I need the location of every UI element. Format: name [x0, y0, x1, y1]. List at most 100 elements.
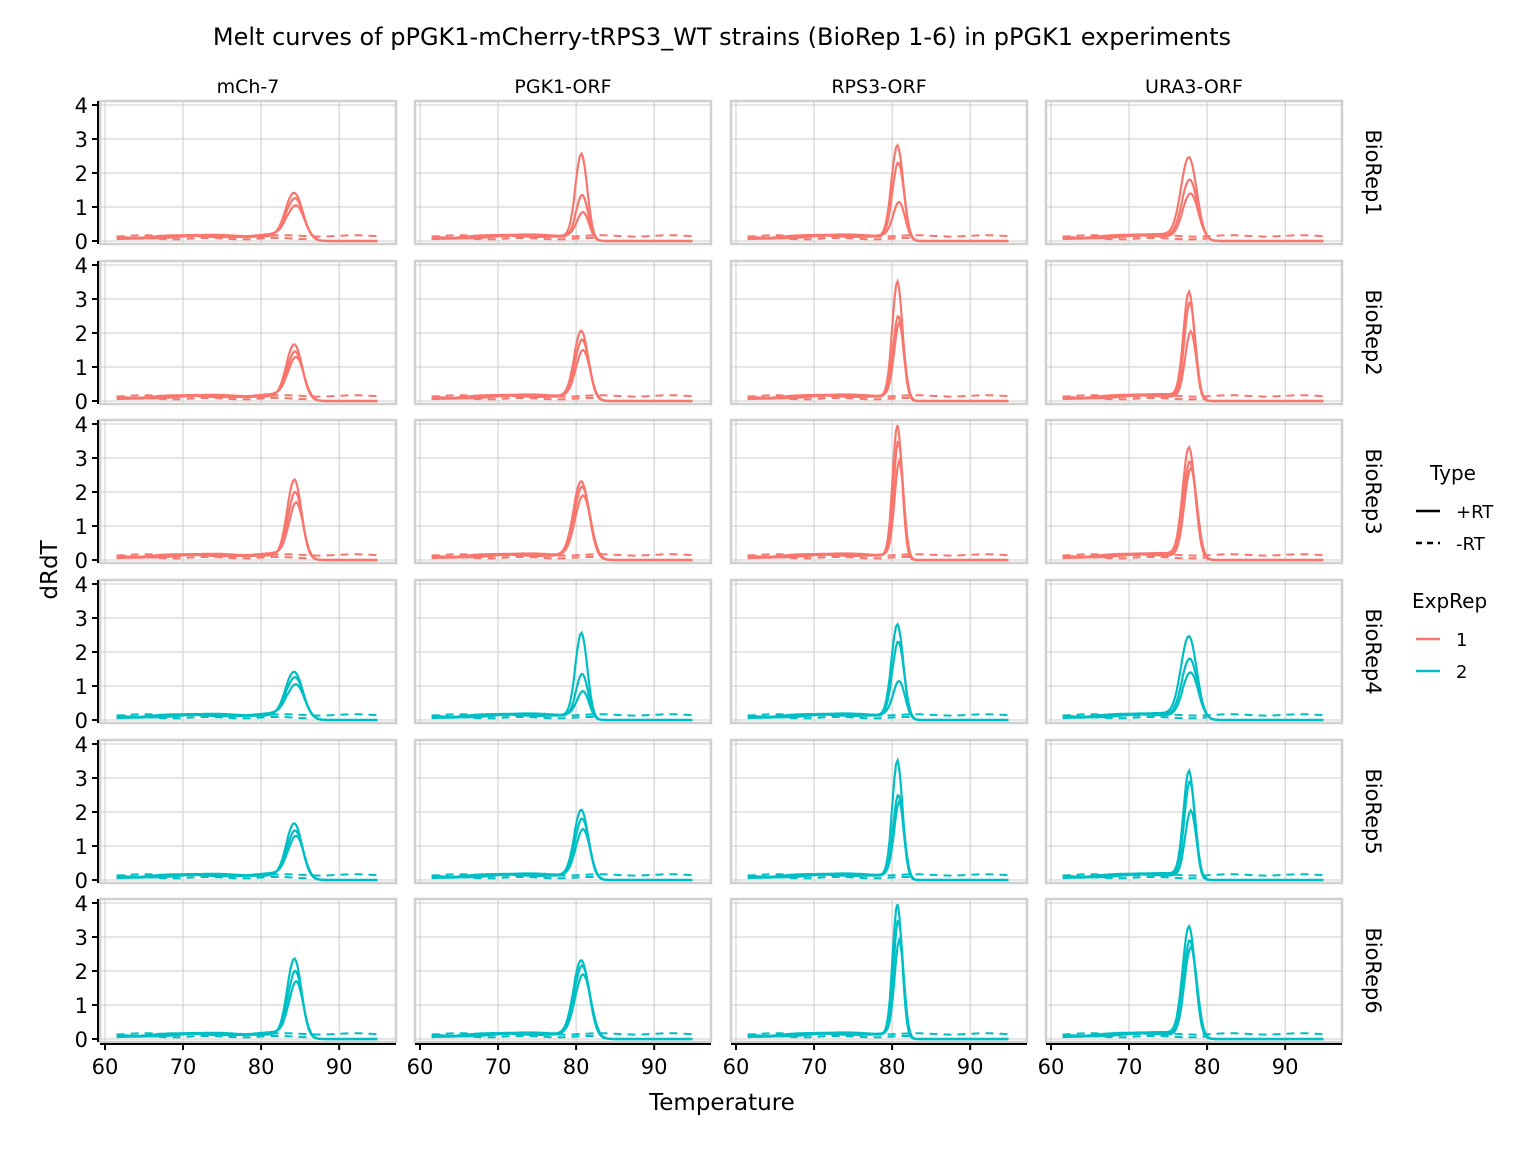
facet-panel	[1044, 418, 1344, 565]
panel-border	[413, 259, 713, 406]
plus-rt-curve	[116, 500, 378, 562]
facet-col-label: mCh-7	[217, 76, 280, 98]
y-tick-label: 0	[75, 549, 88, 573]
plus-rt-curve	[116, 196, 378, 243]
plus-rt-curve	[431, 808, 693, 882]
facet-panel: 0 1 2 3 4	[75, 254, 398, 414]
panel-border	[1044, 738, 1344, 885]
facet-panel	[729, 738, 1029, 885]
plus-rt-curve	[1062, 301, 1324, 403]
x-tick-label: 90	[326, 1055, 353, 1079]
plus-rt-curve	[116, 675, 378, 722]
y-tick-label: 4	[75, 892, 88, 916]
minus-rt-curve	[747, 396, 916, 401]
facet-panel: 0 1 2 3 4	[75, 94, 398, 254]
facet-row-label: BioRep2	[1361, 289, 1385, 375]
plus-rt-curve	[747, 314, 1009, 403]
facet-row-label: BioRep1	[1361, 129, 1385, 215]
plus-rt-curve	[431, 479, 693, 562]
y-tick-label: 3	[75, 926, 88, 950]
x-tick-label: 90	[957, 1055, 984, 1079]
facet-panel: 60 70 80 90	[407, 897, 713, 1079]
panel-border	[98, 418, 398, 565]
panel-border	[1044, 259, 1344, 406]
y-tick-label: 2	[75, 322, 88, 346]
legend-type-label-minus-rt: -RT	[1456, 534, 1486, 555]
plus-rt-curve	[116, 683, 378, 722]
y-tick-label: 2	[75, 162, 88, 186]
facet-row-label: BioRep3	[1361, 448, 1385, 534]
y-tick-label: 4	[75, 733, 88, 757]
x-tick-label: 60	[1038, 1055, 1065, 1079]
facet-panel	[729, 578, 1029, 725]
y-tick-label: 0	[75, 869, 88, 893]
minus-rt-curve	[747, 555, 916, 560]
minus-rt-curve	[747, 236, 916, 241]
plus-rt-curve	[431, 973, 693, 1041]
y-tick-label: 2	[75, 641, 88, 665]
plus-rt-curve	[1062, 923, 1324, 1041]
panel-border	[1044, 578, 1344, 725]
facet-panel: 0 1 2 3 4	[75, 573, 398, 733]
plus-rt-curve	[116, 350, 378, 403]
plus-rt-curve	[116, 204, 378, 243]
facet-panel: 0 1 2 3 4 60 70 80 90	[75, 892, 398, 1079]
plus-rt-curve	[747, 457, 1009, 562]
plus-rt-curve	[1062, 944, 1324, 1041]
plus-rt-curve	[116, 834, 378, 882]
panel-border	[98, 738, 398, 885]
plus-rt-curve	[747, 320, 1009, 403]
plus-rt-curve	[1062, 657, 1324, 722]
plus-rt-curve	[431, 494, 693, 562]
panel-border	[413, 738, 713, 885]
y-tick-label: 4	[75, 94, 88, 118]
x-tick-label: 70	[170, 1055, 197, 1079]
x-tick-label: 70	[485, 1055, 512, 1079]
panel-border	[413, 418, 713, 565]
legend-exprep-label-1: 1	[1456, 630, 1467, 651]
facet-panel	[413, 99, 713, 246]
plus-rt-curve	[116, 355, 378, 403]
x-tick-label: 80	[1194, 1055, 1221, 1079]
plus-rt-curve	[431, 151, 693, 243]
facet-panel	[1044, 259, 1344, 406]
x-tick-label: 90	[1272, 1055, 1299, 1079]
minus-rt-curve	[431, 236, 600, 241]
panel-border	[98, 897, 398, 1044]
plus-rt-curve	[431, 689, 693, 722]
panel-border	[413, 99, 713, 246]
plus-rt-curve	[116, 979, 378, 1041]
x-tick-label: 70	[801, 1055, 828, 1079]
minus-rt-curve	[1062, 1034, 1208, 1039]
x-axis-label: Temperature	[648, 1090, 795, 1116]
plus-rt-curve	[1062, 808, 1324, 882]
plus-rt-curve	[1062, 465, 1324, 562]
x-tick-label: 60	[92, 1055, 119, 1079]
facet-panel: 60 70 80 90	[1038, 897, 1344, 1079]
plus-rt-curve	[431, 348, 693, 403]
minus-rt-curve	[431, 555, 600, 560]
minus-rt-curve	[1062, 396, 1208, 401]
minus-rt-curve	[747, 1034, 916, 1039]
legend: Type +RT -RT ExpRep 1 2	[1412, 461, 1494, 683]
x-tick-label: 60	[723, 1055, 750, 1079]
y-axis-label: dRdT	[37, 539, 63, 599]
plus-rt-curve	[431, 193, 693, 243]
plus-rt-curve	[1062, 671, 1324, 722]
plus-rt-curve	[116, 191, 378, 243]
plus-rt-curve	[116, 343, 378, 403]
plus-rt-curve	[431, 338, 693, 403]
y-tick-label: 0	[75, 1028, 88, 1052]
y-tick-label: 0	[75, 390, 88, 414]
y-tick-label: 2	[75, 481, 88, 505]
panel-border	[729, 738, 1029, 885]
y-tick-label: 1	[75, 675, 88, 699]
plus-rt-curve	[431, 817, 693, 882]
minus-rt-curve	[431, 1034, 600, 1039]
plus-rt-curve	[431, 964, 693, 1041]
minus-rt-curve	[747, 875, 916, 880]
panel-border	[729, 418, 1029, 565]
minus-rt-curve	[1062, 875, 1208, 880]
facet-panel	[729, 259, 1029, 406]
